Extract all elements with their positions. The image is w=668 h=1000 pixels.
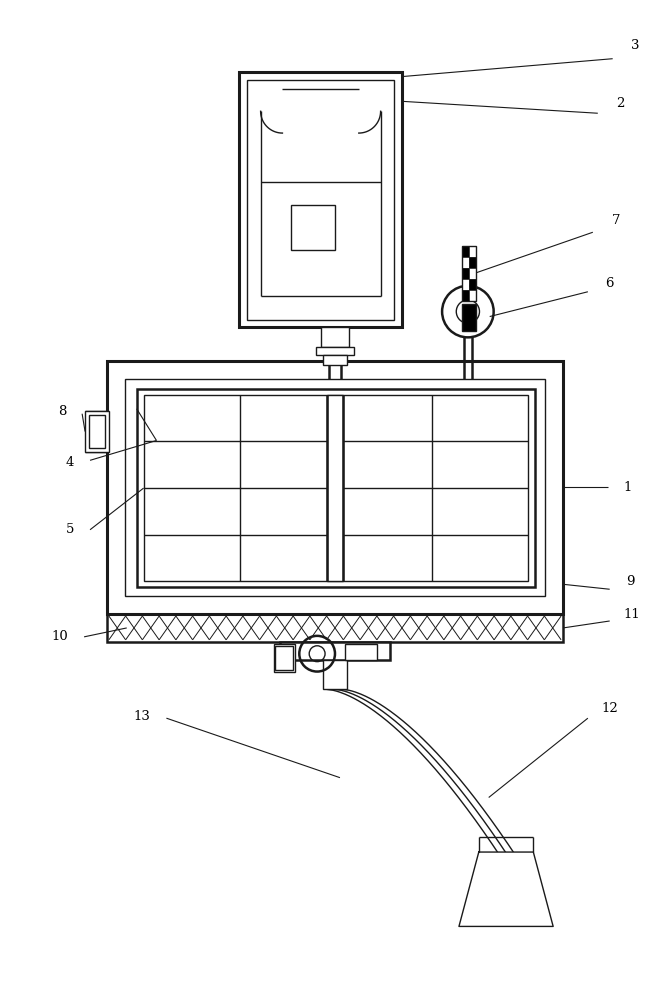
Text: 13: 13 — [133, 710, 150, 723]
Text: 11: 11 — [623, 608, 640, 621]
Bar — [281, 642, 389, 660]
Bar — [469, 257, 476, 268]
Bar — [462, 246, 469, 257]
Bar — [275, 646, 293, 670]
Bar — [462, 290, 469, 301]
Bar — [462, 304, 476, 331]
Bar — [238, 72, 402, 327]
Bar — [469, 246, 476, 257]
Bar — [89, 415, 105, 448]
Text: 9: 9 — [627, 575, 635, 588]
Bar — [316, 347, 354, 355]
Text: 3: 3 — [631, 39, 640, 52]
Bar — [273, 644, 295, 672]
Text: 2: 2 — [617, 97, 625, 110]
Bar — [469, 290, 476, 301]
Text: 8: 8 — [58, 405, 67, 418]
Bar — [462, 257, 469, 268]
Bar — [469, 279, 476, 290]
Bar — [462, 268, 469, 279]
Bar — [137, 389, 535, 587]
Bar — [323, 355, 347, 365]
Text: 12: 12 — [601, 702, 618, 715]
Text: 10: 10 — [52, 630, 69, 643]
Polygon shape — [459, 852, 553, 926]
Bar — [85, 411, 109, 452]
Bar — [291, 205, 335, 250]
Bar — [345, 644, 377, 660]
Bar — [321, 327, 349, 347]
Bar — [125, 379, 545, 596]
Bar — [323, 660, 347, 689]
Bar — [107, 614, 563, 642]
Text: 7: 7 — [611, 214, 620, 227]
Bar — [462, 246, 476, 301]
Text: 6: 6 — [605, 277, 614, 290]
Bar — [246, 80, 395, 320]
Bar — [144, 395, 528, 581]
Bar — [327, 395, 343, 581]
Text: 5: 5 — [66, 523, 74, 536]
Bar — [462, 279, 469, 290]
Bar — [107, 361, 563, 614]
Bar — [469, 268, 476, 279]
Text: 1: 1 — [623, 481, 632, 494]
Text: 4: 4 — [66, 456, 74, 469]
